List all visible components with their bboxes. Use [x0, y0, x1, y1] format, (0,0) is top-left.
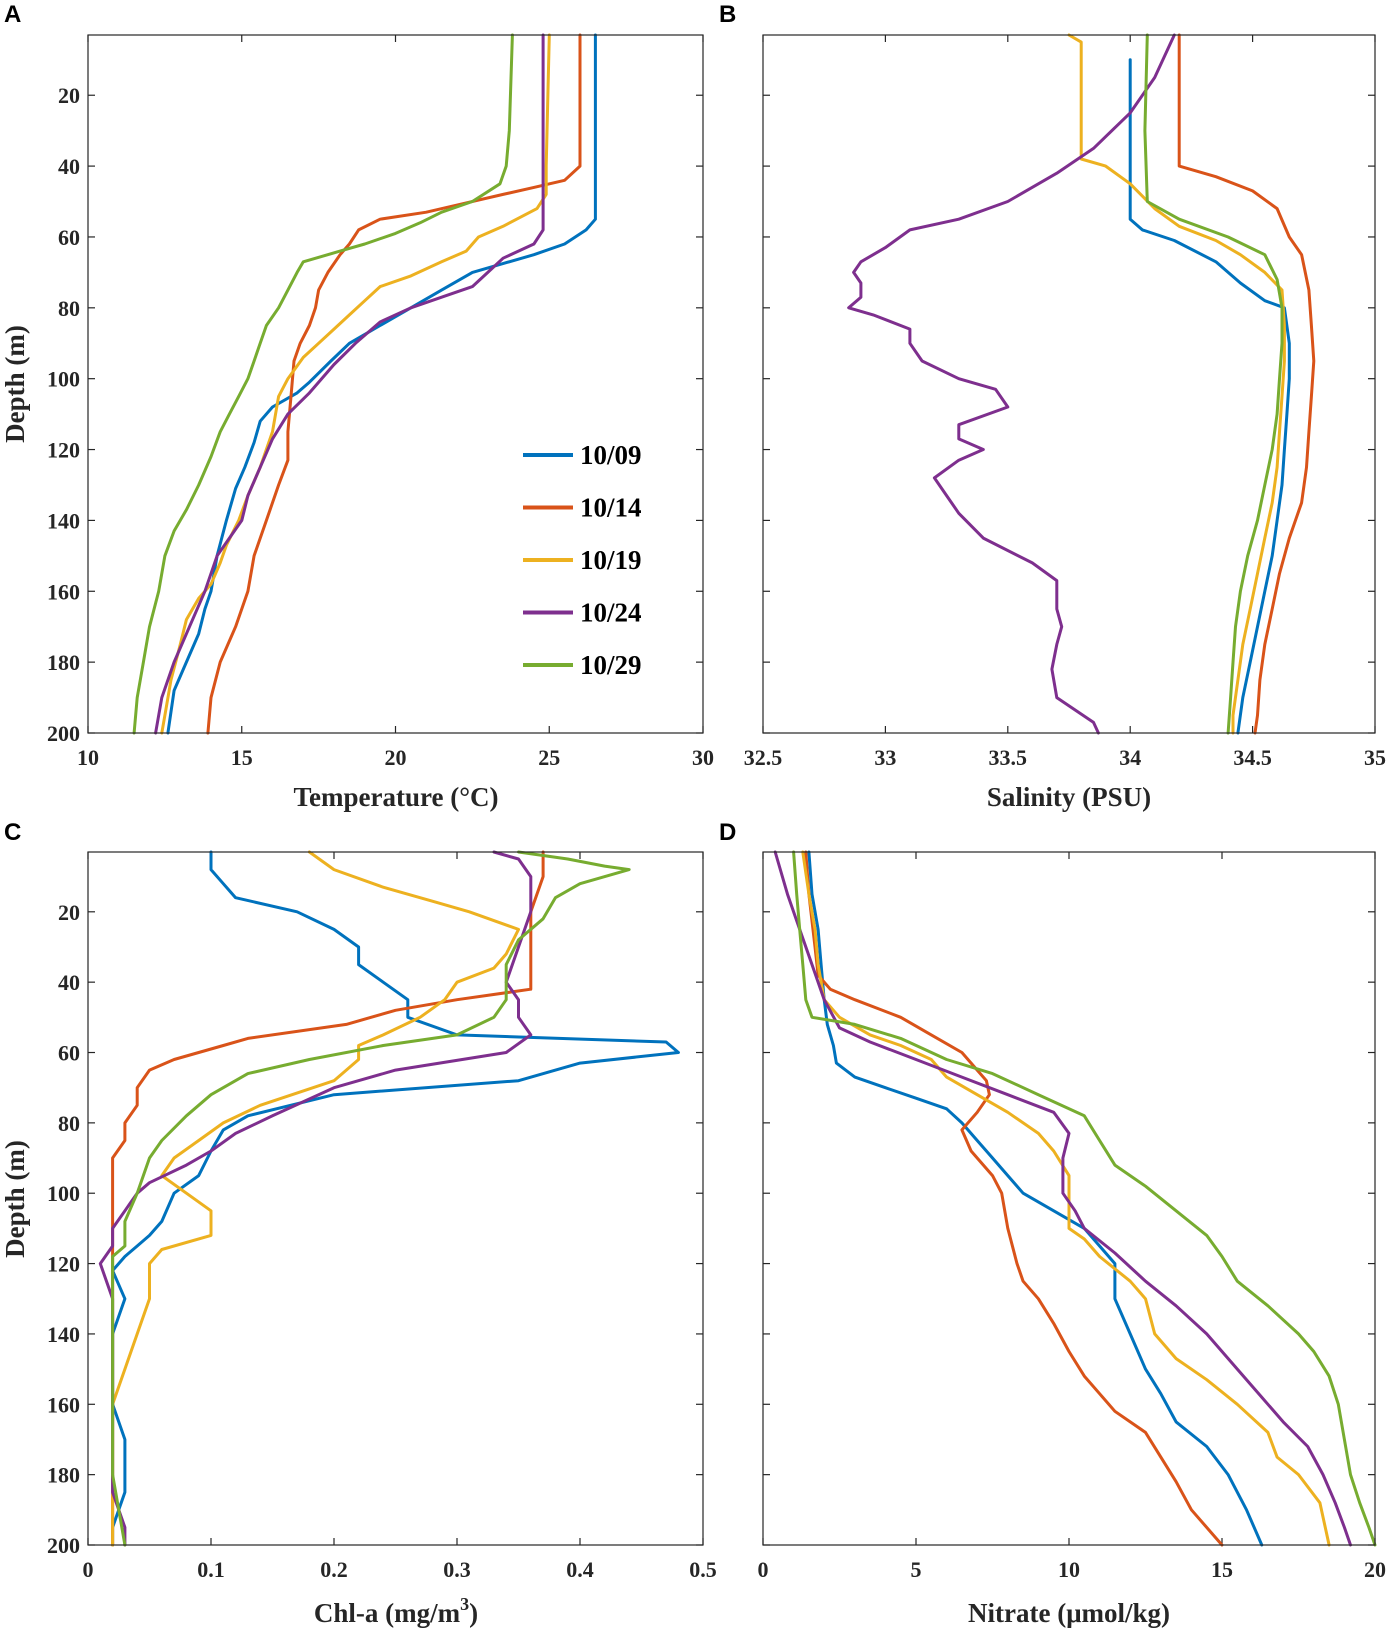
- y-tick-label-a: 200: [47, 721, 80, 746]
- series-line-10-19: [1067, 33, 1286, 735]
- x-axis-title-a: Temperature (°C): [293, 782, 498, 812]
- panel-a: A 10 15 20 25 30 20 40 60 80 100 120 140 160 180 200 T…: [0, 1, 714, 812]
- x-axis-title-c-close: ): [469, 1598, 478, 1628]
- panel-c: C 0 0.1 0.2 0.3 0.4 0.5 20 40 60 80 100 120 140 160 18…: [0, 819, 717, 1628]
- x-axis-title-c-sup: 3: [460, 1594, 469, 1614]
- plot-area-a: 10 15 20 25 30 20 40 60 80 100 120 140 160 180 200: [47, 33, 714, 770]
- x-axis-title-b: Salinity (PSU): [987, 782, 1151, 812]
- series-line-10-24: [98, 850, 533, 1547]
- y-tick-label-a: 80: [58, 296, 80, 321]
- series-line-10-29: [1143, 33, 1284, 735]
- x-tick-label-b: 33.5: [989, 745, 1028, 770]
- legend-label-10-29: 10/29: [580, 650, 642, 680]
- x-tick-label-d: 15: [1211, 1557, 1233, 1582]
- series-line-10-29: [132, 33, 514, 735]
- series-line-10-29: [111, 850, 631, 1547]
- y-axis-title-c: Depth (m): [0, 1140, 30, 1258]
- series-line-10-19: [111, 850, 520, 1547]
- series-line-10-09: [807, 850, 1264, 1547]
- panel-letter-b: B: [719, 1, 736, 28]
- series-line-10-14: [804, 850, 1224, 1547]
- x-tick-label-c: 0.5: [689, 1557, 717, 1582]
- axes-frame-d: [762, 851, 1376, 1546]
- x-tick-label-a: 20: [385, 745, 407, 770]
- y-tick-label-c: 120: [47, 1252, 80, 1277]
- y-tick-label-a: 160: [47, 579, 80, 604]
- x-tick-label-b: 32.5: [744, 745, 783, 770]
- plot-area-d: 0 5 10 15 20: [758, 850, 1386, 1582]
- series-line-10-24: [847, 33, 1176, 735]
- panel-d: D 0 5 10 15 20 Nitrate (μmol/kg): [719, 819, 1386, 1628]
- x-tick-label-a: 10: [77, 745, 99, 770]
- y-tick-label-c: 80: [58, 1111, 80, 1136]
- series-line-10-24: [773, 850, 1352, 1547]
- axes-frame-c: [87, 851, 704, 1546]
- series-line-10-19: [801, 850, 1331, 1547]
- panel-letter-c: C: [4, 819, 21, 846]
- y-tick-label-a: 180: [47, 650, 80, 675]
- x-tick-label-d: 10: [1058, 1557, 1080, 1582]
- x-tick-label-b: 35: [1364, 745, 1386, 770]
- series-line-10-14: [1177, 33, 1316, 735]
- x-axis-title-d: Nitrate (μmol/kg): [968, 1598, 1170, 1628]
- series-line-10-09: [1128, 58, 1291, 735]
- y-tick-label-c: 140: [47, 1322, 80, 1347]
- panel-b: B 32.5 33 33.5 34 34.5 35 Salinity (PSU): [719, 1, 1386, 812]
- series-line-10-19: [160, 33, 551, 735]
- series-line-10-09: [166, 33, 597, 735]
- x-tick-label-a: 30: [692, 745, 714, 770]
- plot-area-b: 32.5 33 33.5 34 34.5 35: [744, 33, 1386, 770]
- y-tick-label-c: 100: [47, 1181, 80, 1206]
- x-tick-label-c: 0.2: [320, 1557, 348, 1582]
- x-tick-label-c: 0.4: [566, 1557, 594, 1582]
- legend-label-10-09: 10/09: [580, 440, 642, 470]
- x-axis-title-c-main: Chl-a (mg/m: [314, 1598, 461, 1628]
- legend-label-10-19: 10/19: [580, 545, 642, 575]
- y-tick-label-a: 120: [47, 438, 80, 463]
- y-tick-label-a: 60: [58, 225, 80, 250]
- plot-area-c: 0 0.1 0.2 0.3 0.4 0.5 20 40 60 80 100 120 140 160 180 2…: [47, 850, 717, 1582]
- panel-letter-a: A: [4, 1, 21, 28]
- y-tick-label-c: 60: [58, 1041, 80, 1066]
- x-tick-label-b: 33: [874, 745, 896, 770]
- y-tick-label-c: 20: [58, 900, 80, 925]
- series-line-10-14: [206, 33, 582, 735]
- legend-label-10-24: 10/24: [580, 598, 642, 628]
- y-tick-label-a: 140: [47, 508, 80, 533]
- series-line-10-09: [111, 850, 680, 1547]
- x-tick-label-c: 0: [83, 1557, 94, 1582]
- x-tick-label-d: 0: [758, 1557, 769, 1582]
- x-tick-label-a: 15: [231, 745, 253, 770]
- axes-frame-b: [762, 34, 1376, 734]
- axes-frame-a: [87, 34, 704, 734]
- x-axis-title-c: Chl-a (mg/m3): [314, 1594, 478, 1628]
- legend-label-10-14: 10/14: [580, 493, 642, 523]
- y-tick-label-c: 180: [47, 1463, 80, 1488]
- y-tick-label-c: 40: [58, 970, 80, 995]
- y-tick-label-c: 200: [47, 1533, 80, 1558]
- y-tick-label-a: 100: [47, 367, 80, 392]
- y-tick-label-c: 160: [47, 1392, 80, 1417]
- x-tick-label-b: 34: [1119, 745, 1141, 770]
- x-tick-label-c: 0.3: [443, 1557, 471, 1582]
- series-line-10-29: [792, 850, 1377, 1547]
- series-line-10-14: [111, 850, 545, 1547]
- x-tick-label-c: 0.1: [197, 1557, 225, 1582]
- x-tick-label-b: 34.5: [1233, 745, 1272, 770]
- x-tick-label-d: 20: [1364, 1557, 1386, 1582]
- x-tick-label-a: 25: [538, 745, 560, 770]
- y-tick-label-a: 40: [58, 154, 80, 179]
- panel-letter-d: D: [719, 819, 736, 846]
- series-line-10-24: [154, 33, 545, 735]
- legend: 10/09 10/14 10/19 10/24 10/29: [523, 440, 642, 680]
- x-tick-label-d: 5: [911, 1557, 922, 1582]
- y-axis-title-a: Depth (m): [0, 325, 30, 443]
- y-tick-label-a: 20: [58, 83, 80, 108]
